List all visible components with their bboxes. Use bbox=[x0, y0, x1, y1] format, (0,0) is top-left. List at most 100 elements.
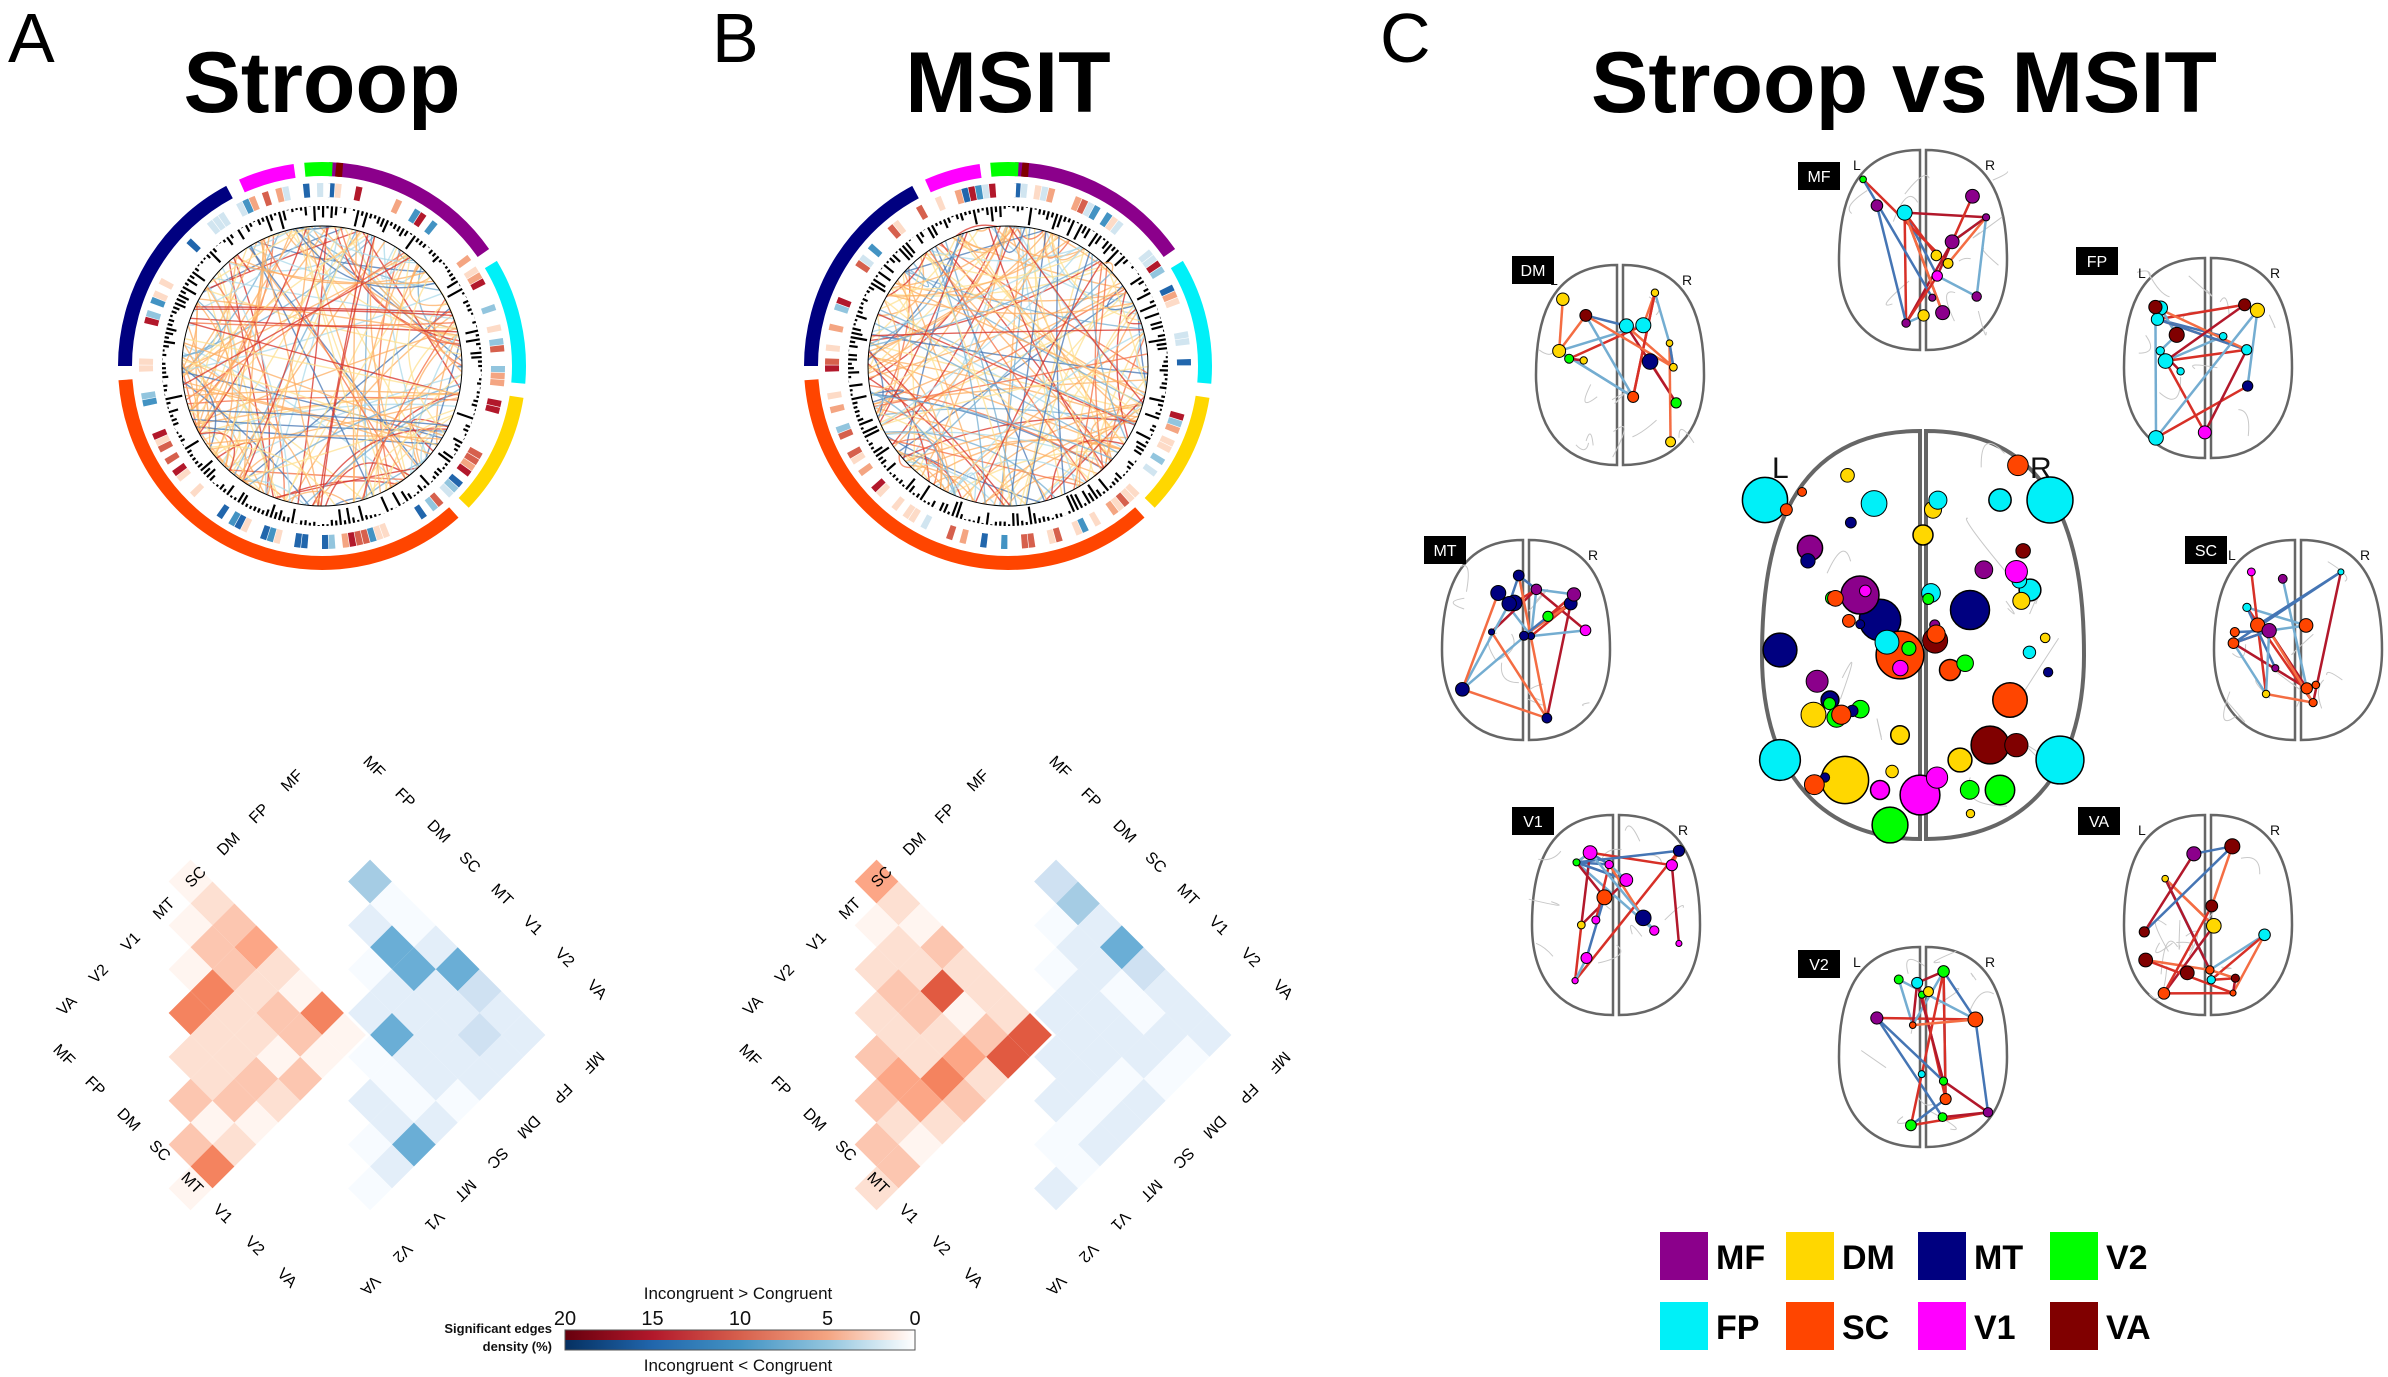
connection-chord bbox=[871, 329, 1144, 337]
brain-node bbox=[2161, 874, 2169, 883]
histogram-bar bbox=[380, 496, 390, 513]
heat-cell bbox=[191, 233, 206, 248]
big-brain-node bbox=[1928, 490, 1948, 510]
histogram-bar bbox=[467, 308, 472, 312]
brain-edge bbox=[2246, 310, 2259, 387]
connection-chord bbox=[1106, 267, 1147, 390]
legend-swatch-v1 bbox=[1918, 1302, 1966, 1350]
histogram-bar bbox=[248, 505, 253, 510]
matrix-right-lower-label: MT bbox=[451, 1176, 480, 1205]
histogram-bar bbox=[1111, 480, 1116, 486]
brain-edge bbox=[1490, 631, 1548, 719]
connection-chord bbox=[420, 431, 446, 465]
brain-node bbox=[1931, 270, 1943, 282]
connection-chord bbox=[207, 445, 336, 506]
heat-cell bbox=[481, 304, 497, 315]
brain-node bbox=[1870, 199, 1884, 212]
histogram-bar bbox=[219, 483, 225, 490]
heat-cell bbox=[177, 248, 193, 263]
brain-edge bbox=[2162, 925, 2215, 995]
connection-chord bbox=[952, 472, 977, 502]
matrix-upper-label: MF bbox=[278, 767, 307, 796]
matrix-cell bbox=[457, 1056, 502, 1101]
heat-cell bbox=[1076, 198, 1089, 215]
heat-cell bbox=[483, 310, 499, 321]
brain-node bbox=[2300, 682, 2313, 695]
matrix-right-lower-label: MF bbox=[1265, 1048, 1294, 1077]
heat-cell bbox=[489, 385, 504, 394]
big-brain-node bbox=[1947, 747, 1973, 773]
heat-cell bbox=[147, 303, 164, 314]
matrix-cell bbox=[348, 1166, 392, 1211]
histogram-bar bbox=[176, 431, 179, 435]
brain-edge bbox=[1875, 205, 1908, 324]
histogram-bar bbox=[930, 500, 937, 508]
connection-chord bbox=[183, 344, 400, 484]
histogram-bar bbox=[877, 271, 892, 282]
brain-edge bbox=[1911, 970, 1945, 1026]
brain-sulcus bbox=[1906, 958, 1926, 974]
heat-cell bbox=[157, 440, 174, 453]
heat-cell bbox=[1171, 404, 1187, 414]
histogram-bar bbox=[191, 271, 206, 282]
connection-chord bbox=[868, 351, 1011, 507]
histogram-bar bbox=[282, 516, 286, 522]
heat-cell bbox=[1164, 423, 1181, 434]
histogram-bar bbox=[428, 249, 434, 255]
histogram-bar bbox=[345, 507, 351, 524]
heat-cell bbox=[448, 473, 464, 488]
matrix-upper-label: DM bbox=[214, 830, 244, 860]
connection-chord bbox=[409, 263, 448, 307]
heat-cell bbox=[909, 208, 923, 224]
histogram-bar bbox=[418, 240, 424, 246]
heat-cell bbox=[145, 310, 162, 321]
histogram-bar bbox=[197, 264, 200, 267]
connection-chord bbox=[282, 270, 426, 501]
matrix-left-lower-label: DM bbox=[799, 1105, 829, 1135]
matrix-left-lower-label: MF bbox=[49, 1041, 78, 1070]
heat-cell bbox=[914, 511, 927, 527]
heat-cell bbox=[470, 441, 486, 454]
heat-cell bbox=[1058, 191, 1069, 207]
heat-cell bbox=[843, 440, 860, 453]
matrix-cell bbox=[370, 1144, 414, 1189]
big-brain-node bbox=[1970, 725, 2010, 765]
histogram-bar bbox=[163, 344, 169, 348]
heat-cell bbox=[414, 504, 427, 520]
heat-cell bbox=[354, 530, 364, 546]
brain-edge bbox=[1936, 274, 1978, 298]
histogram-bar bbox=[1095, 489, 1103, 497]
histogram-bar bbox=[947, 217, 952, 224]
histogram-bar bbox=[901, 484, 905, 488]
colorbar-tick-label: 20 bbox=[554, 1308, 576, 1330]
heat-cell bbox=[1162, 429, 1178, 441]
matrix-cell bbox=[1077, 903, 1122, 948]
histogram-bar bbox=[1027, 207, 1033, 226]
histogram-bar bbox=[1134, 460, 1137, 463]
brain-node bbox=[1939, 1092, 1952, 1106]
histogram-bar bbox=[277, 510, 283, 521]
histogram-bar bbox=[273, 511, 278, 520]
connection-chord bbox=[1103, 261, 1114, 273]
connection-chord bbox=[237, 229, 354, 479]
brain-node bbox=[1618, 318, 1634, 334]
histogram-bar bbox=[919, 485, 931, 501]
heat-cell bbox=[988, 183, 997, 198]
histogram-bar bbox=[473, 399, 479, 403]
big-brain-node bbox=[1827, 590, 1844, 607]
histogram-bar bbox=[1076, 221, 1080, 224]
heat-cell bbox=[434, 487, 449, 503]
histogram-bar bbox=[163, 340, 176, 345]
histogram-bar bbox=[1038, 209, 1042, 215]
connection-chord bbox=[925, 439, 1121, 481]
histogram-bar bbox=[1065, 495, 1076, 513]
connection-chord bbox=[340, 227, 461, 347]
connection-chord bbox=[905, 461, 997, 506]
histogram-bar bbox=[442, 466, 446, 470]
connection-chord bbox=[352, 230, 358, 503]
connection-chord bbox=[181, 292, 443, 372]
brain-node bbox=[2186, 846, 2202, 862]
histogram-bar bbox=[184, 439, 200, 450]
heat-cell bbox=[165, 265, 181, 279]
heat-cell bbox=[373, 525, 384, 541]
